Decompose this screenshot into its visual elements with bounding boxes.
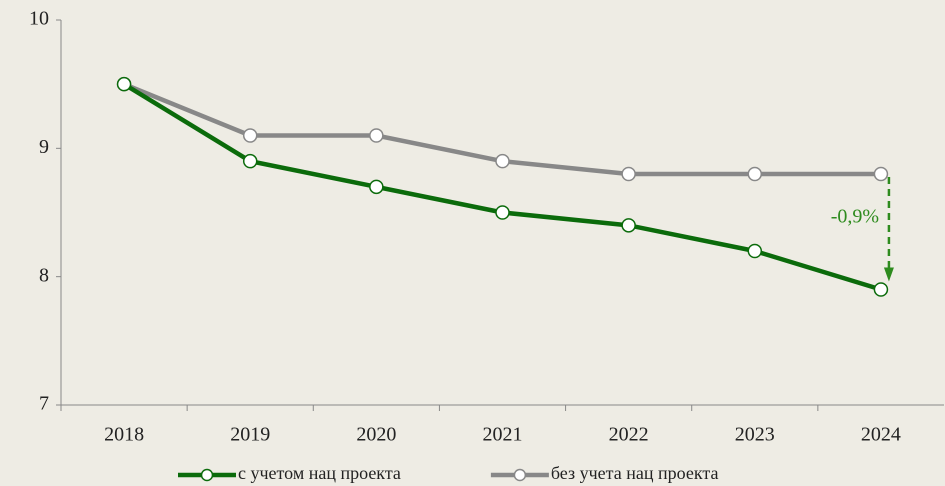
legend-marker	[200, 468, 214, 482]
data-point	[116, 76, 132, 92]
legend-label: с учетом нац проекта	[238, 463, 401, 483]
y-tick-label: 7	[39, 393, 49, 415]
annotation: -0,9%	[831, 205, 879, 227]
data-point	[242, 153, 258, 169]
data-point	[621, 166, 636, 182]
data-point	[495, 153, 510, 169]
data-point	[621, 218, 636, 233]
legend-marker	[513, 468, 527, 482]
data-point	[747, 243, 763, 259]
x-tick-label: 2021	[483, 424, 523, 446]
x-tick-label: 2020	[356, 424, 396, 446]
data-point	[242, 128, 258, 143]
x-tick-label: 2018	[104, 424, 144, 446]
y-tick-label: 8	[39, 264, 49, 286]
data-point	[369, 179, 384, 195]
x-tick-label: 2019	[230, 424, 270, 446]
data-point	[369, 128, 384, 143]
x-tick-label: 2024	[861, 424, 901, 446]
y-tick-label: 10	[29, 8, 49, 30]
data-point	[873, 166, 889, 182]
legend-label: без учета нац проекта	[551, 463, 719, 483]
data-point	[747, 166, 763, 182]
data-point	[495, 205, 510, 220]
series-line	[122, 82, 882, 292]
data-point	[873, 282, 889, 297]
x-tick-label: 2023	[735, 424, 775, 446]
y-tick-label: 9	[39, 136, 49, 158]
annotation-arrowhead	[883, 267, 894, 282]
x-tick-label: 2022	[609, 424, 649, 446]
